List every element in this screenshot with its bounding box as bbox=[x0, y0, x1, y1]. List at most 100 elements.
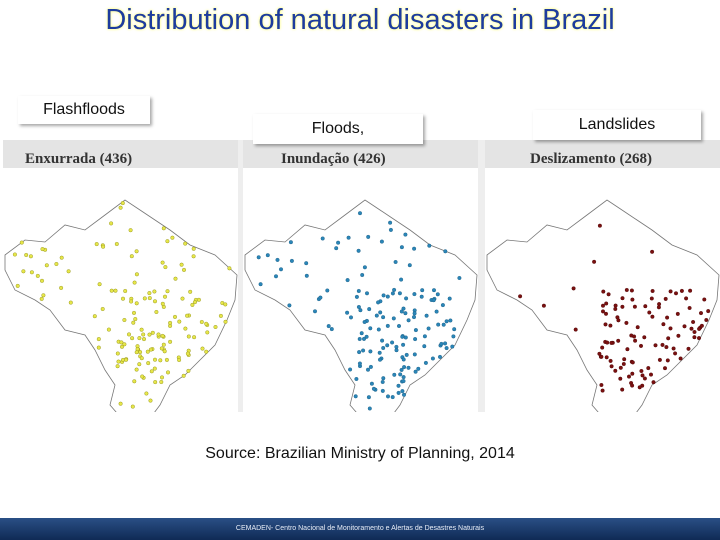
event-dot bbox=[605, 340, 610, 345]
event-dot bbox=[336, 240, 341, 245]
event-dot bbox=[443, 341, 448, 346]
event-dot bbox=[691, 319, 696, 324]
event-dot bbox=[616, 338, 621, 343]
event-dot bbox=[114, 241, 119, 246]
event-dot bbox=[141, 332, 146, 337]
event-dot bbox=[279, 267, 284, 272]
event-dot bbox=[388, 227, 393, 232]
event-dot bbox=[158, 358, 163, 363]
event-dot bbox=[129, 299, 134, 304]
event-dot bbox=[186, 368, 191, 373]
event-dot bbox=[132, 280, 137, 285]
event-dot bbox=[145, 349, 150, 354]
event-dot bbox=[97, 282, 102, 287]
event-dot bbox=[642, 376, 647, 381]
event-dot bbox=[131, 310, 136, 315]
event-dot bbox=[68, 300, 73, 305]
event-dot bbox=[436, 322, 441, 327]
event-dot bbox=[156, 332, 161, 337]
event-dot bbox=[427, 243, 432, 248]
event-dot bbox=[119, 344, 124, 349]
event-dot bbox=[698, 311, 703, 316]
event-dot bbox=[147, 332, 152, 337]
event-dot bbox=[132, 379, 137, 384]
event-dot bbox=[24, 252, 29, 257]
event-dot bbox=[149, 369, 154, 374]
event-dot bbox=[152, 289, 157, 294]
event-dot bbox=[223, 302, 228, 307]
event-dot bbox=[390, 291, 395, 296]
event-dot bbox=[376, 300, 381, 305]
event-dot bbox=[356, 248, 361, 253]
event-dot bbox=[92, 314, 97, 319]
event-dot bbox=[96, 345, 101, 350]
map-title: Deslizamento (268) bbox=[530, 151, 652, 167]
event-dot bbox=[394, 344, 399, 349]
event-dot bbox=[150, 330, 155, 335]
event-dot bbox=[633, 338, 638, 343]
event-dot bbox=[663, 296, 668, 301]
event-dot bbox=[41, 293, 46, 298]
event-dot bbox=[665, 358, 670, 363]
event-dot bbox=[139, 327, 144, 332]
event-dot bbox=[448, 318, 453, 323]
event-dot bbox=[697, 326, 702, 331]
event-dot bbox=[661, 322, 666, 327]
event-dot bbox=[412, 352, 417, 357]
event-dot bbox=[106, 327, 111, 332]
event-dot bbox=[668, 289, 673, 294]
event-dot bbox=[684, 296, 689, 301]
event-dot bbox=[368, 349, 373, 354]
event-dot bbox=[600, 309, 605, 314]
event-dot bbox=[699, 323, 704, 328]
event-dot bbox=[130, 404, 135, 409]
event-dot bbox=[401, 392, 406, 397]
event-dot bbox=[365, 367, 370, 372]
event-dot bbox=[406, 318, 411, 323]
event-dot bbox=[120, 201, 125, 206]
event-dot bbox=[404, 296, 409, 301]
event-dot bbox=[426, 326, 431, 331]
event-dot bbox=[109, 221, 114, 226]
event-dot bbox=[304, 273, 309, 278]
event-dot bbox=[385, 294, 390, 299]
event-dot bbox=[620, 296, 625, 301]
event-dot bbox=[274, 274, 279, 279]
slide-title: Distribution of natural disasters in Bra… bbox=[105, 4, 615, 36]
event-dot bbox=[265, 253, 270, 258]
panel-label: Flashfloods bbox=[18, 96, 150, 124]
event-dot bbox=[354, 294, 359, 299]
event-dot bbox=[213, 324, 218, 329]
event-dot bbox=[413, 328, 418, 333]
event-dot bbox=[385, 323, 390, 328]
event-dot bbox=[152, 299, 157, 304]
event-dot bbox=[345, 278, 350, 283]
event-dot bbox=[618, 365, 623, 370]
event-dot bbox=[643, 304, 648, 309]
event-dot bbox=[401, 379, 406, 384]
event-dot bbox=[318, 295, 323, 300]
event-dot bbox=[401, 357, 406, 362]
event-dot bbox=[185, 351, 190, 356]
event-dot bbox=[119, 340, 124, 345]
event-dot bbox=[59, 285, 64, 290]
event-dot bbox=[422, 334, 427, 339]
event-dot bbox=[622, 357, 627, 362]
event-dot bbox=[419, 294, 424, 299]
event-dot bbox=[152, 357, 157, 362]
event-dot bbox=[357, 350, 362, 355]
event-dot bbox=[128, 228, 133, 233]
event-dot bbox=[613, 303, 618, 308]
event-dot bbox=[689, 326, 694, 331]
event-dot bbox=[66, 269, 71, 274]
event-dot bbox=[396, 383, 401, 388]
event-dot bbox=[366, 234, 371, 239]
event-dot bbox=[354, 376, 359, 381]
event-dot bbox=[160, 260, 165, 265]
event-dot bbox=[15, 283, 20, 288]
event-dot bbox=[668, 326, 673, 331]
event-dot bbox=[626, 374, 631, 379]
event-dot bbox=[289, 258, 294, 263]
event-dot bbox=[118, 205, 123, 210]
event-dot bbox=[624, 320, 629, 325]
